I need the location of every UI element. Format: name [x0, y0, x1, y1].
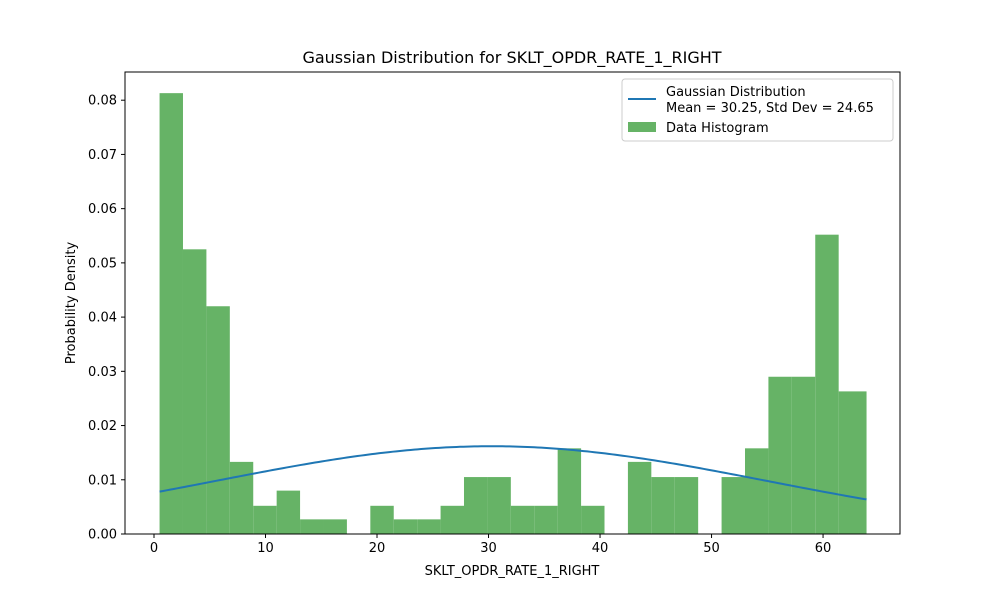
y-tick-label: 0.05: [88, 256, 117, 271]
y-tick-label: 0.08: [88, 94, 117, 109]
histogram-bar: [534, 505, 558, 534]
y-tick-label: 0.07: [88, 148, 117, 163]
y-tick-label: 0.03: [88, 365, 117, 380]
histogram-bar: [838, 391, 867, 534]
x-tick-label: 60: [815, 541, 832, 556]
histogram-bar: [253, 505, 277, 534]
legend: Gaussian Distribution Mean = 30.25, Std …: [621, 78, 894, 142]
x-tick-label: 50: [703, 541, 720, 556]
legend-histogram-swatch: [628, 122, 656, 132]
histogram-bar: [159, 93, 183, 534]
x-tick-label: 10: [257, 541, 274, 556]
histogram-bar: [300, 519, 324, 534]
histogram-bar: [768, 376, 792, 534]
legend-curve-label: Gaussian Distribution: [666, 85, 806, 100]
histogram-bar: [651, 477, 675, 534]
histogram-bar: [510, 505, 535, 534]
y-tick-label: 0.04: [88, 311, 117, 326]
histogram-bar: [393, 519, 418, 534]
histogram-bar: [557, 448, 582, 534]
y-tick-label: 0.00: [88, 528, 117, 543]
histogram-bar: [323, 519, 347, 534]
histogram-bar: [745, 448, 769, 534]
histogram-bar: [370, 505, 394, 534]
y-tick-label: 0.01: [88, 473, 117, 488]
x-tick-label: 0: [150, 541, 158, 556]
legend-histogram-label: Data Histogram: [666, 121, 769, 136]
histogram-bar: [674, 477, 699, 534]
gaussian-curve: [159, 445, 867, 501]
histogram-bar: [627, 461, 652, 534]
histogram-bar: [463, 477, 488, 534]
histogram-bar: [815, 234, 839, 534]
y-tick-label: 0.06: [88, 202, 117, 217]
x-tick-label: 20: [369, 541, 386, 556]
histogram-bar: [417, 519, 441, 534]
histogram-bars: [159, 93, 867, 534]
histogram-bar: [440, 505, 464, 534]
x-tick-label: 40: [592, 541, 609, 556]
histogram-bar: [791, 376, 816, 534]
histogram-bar: [487, 477, 511, 534]
histogram-bar: [206, 306, 230, 534]
axes: [124, 71, 901, 535]
chart-title: Gaussian Distribution for SKLT_OPDR_RATE…: [302, 48, 721, 68]
y-axis-label: Probability Density: [64, 242, 79, 365]
legend-box: [621, 78, 894, 142]
histogram-bar: [229, 461, 254, 534]
gaussian-curve-layer: [159, 445, 867, 501]
histogram-bar: [276, 490, 301, 534]
histogram-bar: [182, 249, 207, 534]
ticks: 0 10 20 30 40 50 60 0.00 0.01 0.02 0.03 0.04 0.05 0.0…: [88, 94, 831, 556]
histogram-bar: [581, 505, 605, 534]
plot-frame: [124, 71, 901, 535]
y-tick-label: 0.02: [88, 419, 117, 434]
legend-curve-stats: Mean = 30.25, Std Dev = 24.65: [666, 101, 874, 116]
x-tick-label: 30: [480, 541, 497, 556]
x-axis-label: SKLT_OPDR_RATE_1_RIGHT: [425, 564, 600, 579]
histogram-bar: [721, 477, 745, 534]
